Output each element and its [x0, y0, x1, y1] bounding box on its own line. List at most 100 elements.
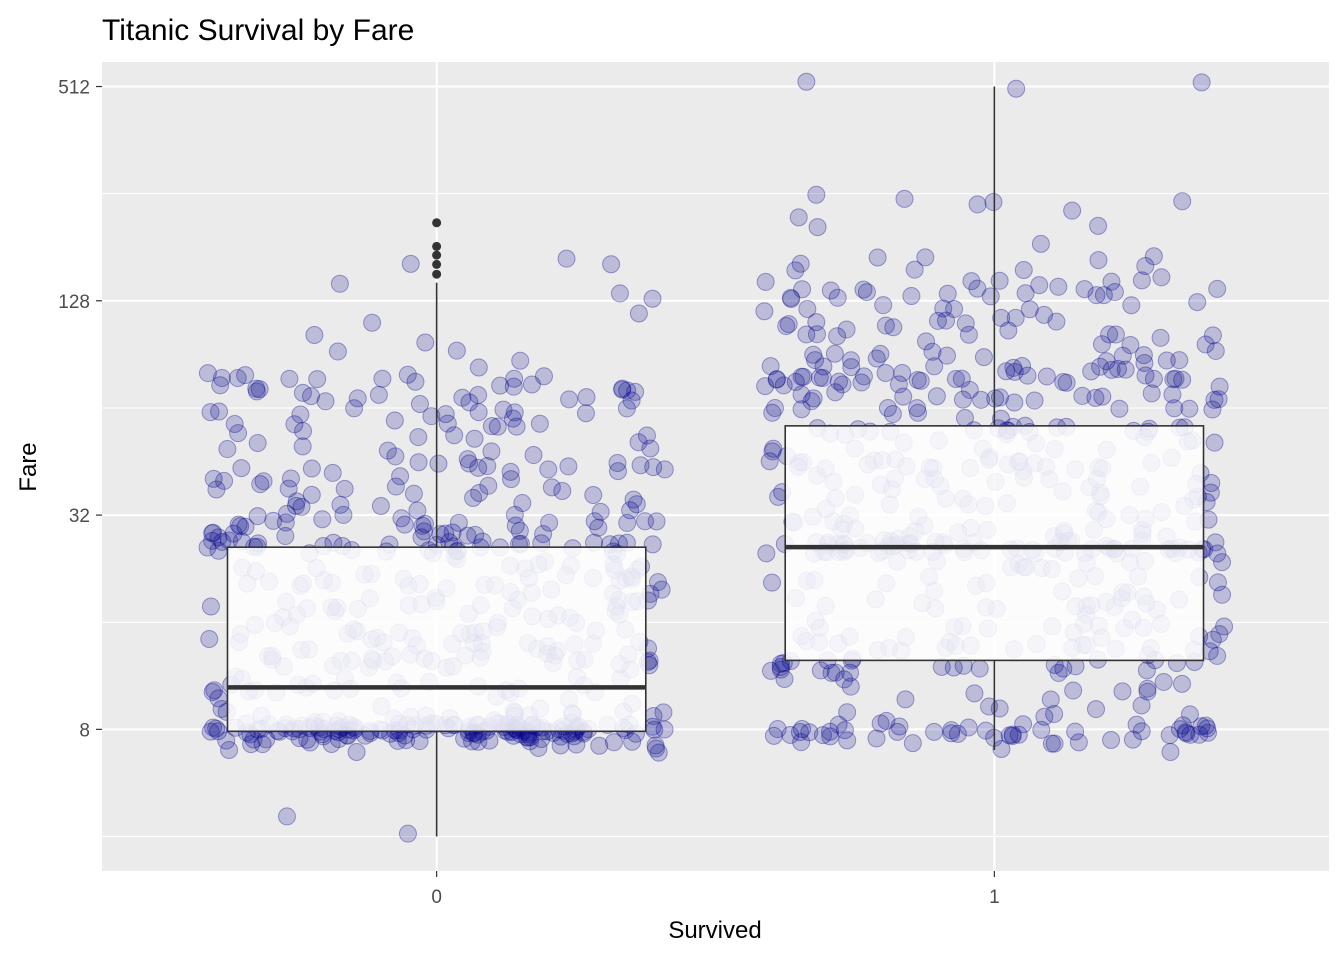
- point-1-40: [1003, 727, 1022, 746]
- point-0-468: [637, 426, 656, 445]
- point-1-384: [763, 403, 782, 422]
- point-0-493: [436, 405, 455, 424]
- point-1-438: [1164, 370, 1183, 389]
- point-0-478: [482, 417, 501, 436]
- point-1-425: [792, 367, 811, 386]
- point-0-96: [551, 736, 570, 755]
- point-1-54: [1035, 707, 1054, 726]
- point-0-80: [242, 735, 261, 754]
- point-0-384: [458, 526, 477, 545]
- point-1-545: [1173, 192, 1192, 211]
- point-1-445: [842, 358, 861, 377]
- point-0-415: [371, 497, 390, 516]
- point-0-37: [207, 719, 226, 738]
- point-1-546: [984, 193, 1003, 212]
- point-0-535: [305, 325, 324, 344]
- point-0-540: [330, 274, 349, 293]
- point-1-517: [857, 283, 876, 302]
- point-1-353: [1205, 433, 1224, 452]
- point-1-529: [1132, 271, 1151, 290]
- point-1-30: [792, 733, 811, 752]
- point-1-5: [942, 724, 961, 743]
- point-0-438: [251, 475, 270, 494]
- outlier-0-1: [432, 259, 442, 269]
- point-1-454: [997, 362, 1016, 381]
- point-0-399: [248, 507, 267, 526]
- point-1-403: [792, 385, 811, 404]
- point-0-388: [443, 523, 462, 542]
- point-0-449: [655, 460, 674, 479]
- point-1-69: [1138, 679, 1157, 698]
- point-0-100: [463, 732, 482, 751]
- point-0-406: [636, 512, 655, 531]
- point-1-496: [1035, 305, 1054, 324]
- point-1-493: [992, 308, 1011, 327]
- point-0-405: [585, 512, 604, 531]
- point-1-541: [1089, 216, 1108, 235]
- point-1-550: [1007, 79, 1026, 98]
- point-1-475: [917, 332, 936, 351]
- point-1-465: [1097, 352, 1116, 371]
- point-0-88: [301, 733, 320, 752]
- point-1-535: [1136, 257, 1155, 276]
- point-1-478: [1121, 336, 1140, 355]
- point-0-412: [647, 512, 666, 531]
- point-1-420: [813, 369, 832, 388]
- point-1-519: [1030, 276, 1049, 295]
- point-0-85: [623, 732, 642, 751]
- point-1-437: [1037, 367, 1056, 386]
- point-0-469: [229, 424, 248, 443]
- point-1-60: [896, 690, 915, 709]
- point-0-441: [501, 462, 520, 481]
- point-0-244: [200, 630, 219, 649]
- point-0-457: [631, 456, 650, 475]
- point-0-423: [553, 481, 572, 500]
- x-tick-label-1: 1: [989, 887, 1000, 908]
- point-0-43: [204, 718, 223, 737]
- point-0-291: [201, 597, 220, 616]
- point-1-439: [946, 369, 965, 388]
- point-0-497: [622, 391, 641, 410]
- point-0-501: [453, 388, 472, 407]
- point-0-464: [386, 447, 405, 466]
- point-0-455: [478, 457, 497, 476]
- point-1-526: [968, 279, 987, 298]
- point-0-401: [231, 517, 250, 536]
- point-0-494: [494, 400, 513, 419]
- point-1-418: [786, 372, 805, 391]
- point-1-434: [1136, 366, 1155, 385]
- point-0-514: [250, 380, 269, 399]
- point-0-157: [347, 743, 366, 762]
- point-0-95: [322, 735, 341, 754]
- point-0-395: [589, 518, 608, 537]
- point-1-409: [1025, 391, 1044, 410]
- point-1-393: [1005, 393, 1024, 412]
- point-1-515: [1208, 279, 1227, 298]
- outlier-0-2: [432, 250, 442, 260]
- point-1-13: [829, 715, 848, 734]
- point-1-483: [1006, 308, 1025, 327]
- point-0-427: [513, 494, 532, 513]
- point-0-456: [460, 454, 479, 473]
- point-0-421: [621, 501, 640, 520]
- point-1-488: [937, 311, 956, 330]
- point-0-459: [524, 446, 543, 465]
- point-1-66: [1138, 682, 1157, 701]
- point-0-466: [218, 440, 237, 459]
- point-0-379: [209, 528, 228, 547]
- point-0-155: [220, 741, 239, 760]
- point-1-389: [1110, 399, 1129, 418]
- point-0-486: [576, 404, 595, 423]
- point-1-542: [1063, 201, 1082, 220]
- point-0-394: [395, 515, 414, 534]
- point-1-543: [789, 208, 808, 227]
- outlier-0-0: [432, 269, 442, 279]
- point-1-491: [779, 315, 798, 334]
- point-1-503: [798, 299, 817, 318]
- point-1-525: [962, 272, 981, 291]
- point-0-519: [504, 377, 523, 396]
- point-1-537: [916, 248, 935, 267]
- point-1-506: [1105, 283, 1124, 302]
- point-1-440: [1004, 358, 1023, 377]
- point-0-516: [522, 375, 541, 394]
